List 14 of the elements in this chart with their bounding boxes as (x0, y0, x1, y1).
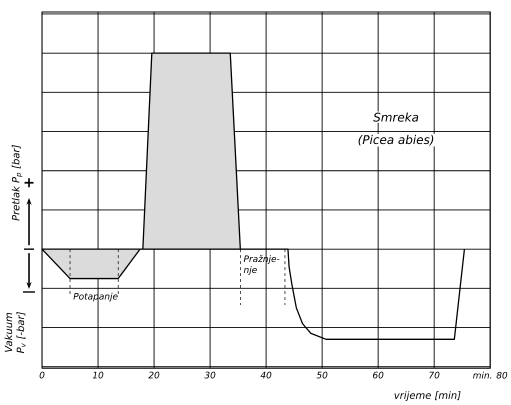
x-axis-title: vrijeme [min] (394, 391, 461, 401)
x-tick-label: 40 (260, 372, 272, 378)
x-tick-label: 60 (373, 372, 384, 378)
x-tick-label: 20 (148, 372, 160, 378)
annotation: (Picea abies) (358, 134, 434, 146)
x-tick-label: 10 (92, 372, 104, 378)
x-tick-label: 70 (429, 372, 440, 378)
annotation: Smreka (373, 112, 418, 122)
text: + (24, 178, 34, 188)
y-axis-title: Pretlak P$_{p}$ [bar] (12, 144, 22, 221)
x-tick-label: 30 (204, 372, 216, 378)
x-tick-label: 50 (316, 372, 328, 378)
x-tick-label: min. 80 (473, 372, 508, 379)
x-tick-label: 0 (40, 372, 44, 378)
